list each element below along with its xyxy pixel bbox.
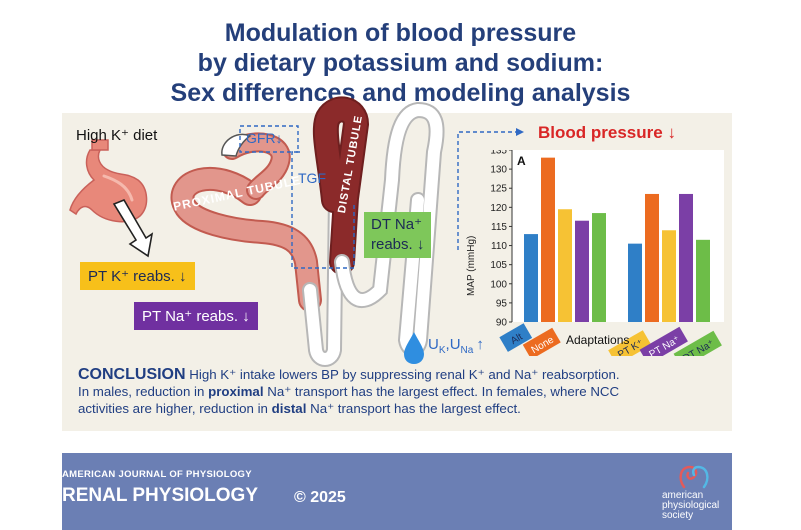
title-line-3: Sex differences and modeling analysis [170,79,631,107]
gfr-box [239,125,299,153]
uk-text: U [428,336,439,353]
bar-female-symbol-4 [696,239,710,322]
loop-of-henle-icon [302,188,344,367]
y-tick-label: 100 [490,279,507,290]
y-tick-label: 135 [490,150,507,157]
una-text: U [449,336,461,353]
series-label-box [608,330,652,356]
stomach-icon [69,139,148,223]
conclusion-line-2a: In males, reduction in [78,384,209,399]
down-arrow-icon: ↓ [416,236,425,253]
journal-footer: AMERICAN JOURNAL OF PHYSIOLOGY RENAL PHY… [62,453,732,530]
y-tick-label: 125 [490,184,507,195]
y-tick-label: 95 [496,298,508,309]
journal-name: RENAL PHYSIOLOGY [62,485,259,506]
proximal-tubule-icon [170,132,322,312]
conclusion-line-2c: Na⁺ transport has the largest effect. In… [263,384,620,399]
down-arrow-icon: ↓ [667,123,676,142]
conclusion-proximal-emphasis: proximal [208,384,264,399]
hollow-arrow-icon [112,199,154,258]
distal-tubule-icon [312,96,370,275]
society-line-2: physiological [662,500,720,511]
y-tick-label: 120 [490,203,507,214]
gfr-label: GFR↓ [246,130,283,146]
chart-panel-label: A [517,154,526,168]
series-label-2: PT K⁺ [608,330,652,356]
pt-na-reabs-box: PT Na⁺ reabs. ↓ [134,302,258,330]
una-subscript: Na [460,345,474,356]
bar-female-symbol-3 [679,193,693,322]
conclusion-line-3c: Na⁺ transport has the largest effect. [306,401,521,416]
up-arrow-icon: ↑ [476,336,484,353]
pt-k-text: PT K⁺ reabs. [88,268,175,285]
series-label-box [499,323,533,352]
y-tick-label: 130 [490,165,507,176]
down-arrow-icon: ↓ [275,130,283,146]
society-logo-icon [679,465,709,489]
blood-pressure-label: Blood pressure ↓ [538,123,676,143]
dt-na-reabs-box: DT Na⁺ reabs. ↓ [364,212,432,258]
uk-subscript: K [438,345,446,356]
y-tick-label: 110 [491,241,507,252]
blood-pressure-text: Blood pressure [538,123,663,142]
society-name: american physiological society [662,491,719,521]
tgf-dashed-path [291,151,355,269]
pt-k-reabs-box: PT K⁺ reabs. ↓ [80,262,195,290]
bar-male-symbol-1 [541,157,555,322]
conclusion-distal-emphasis: distal [271,401,307,416]
water-drop-icon [404,332,424,364]
urine-excretion-label: UK,UNa ↑ [428,336,484,356]
conclusion-heading: CONCLUSION [78,366,186,383]
y-tick-label: 90 [496,318,508,329]
tgf-label: TGF [298,170,326,186]
journal-top-line: AMERICAN JOURNAL OF PHYSIOLOGY [62,469,252,480]
bar-male-symbol-0 [524,234,538,322]
series-label-0: Alt [499,323,533,352]
chart-x-axis-title: Adaptations [566,333,630,347]
chart-y-axis-title: MAP (mmHg) [466,235,477,296]
pt-na-text: PT Na⁺ reabs. [142,308,239,325]
bar-male-symbol-4 [592,213,606,322]
dt-na-line-2: reabs. ↓ [371,235,424,255]
bar-male-symbol-2 [558,209,572,322]
conclusion-text: CONCLUSION High K⁺ intake lowers BP by s… [78,366,718,417]
down-arrow-icon: ↓ [179,268,187,285]
series-label-box [522,327,561,356]
y-tick-label: 105 [490,260,507,271]
society-line-3: society [662,510,694,521]
series-label-box [639,326,688,356]
bar-female-symbol-0 [628,243,642,322]
title-line-2: by dietary potassium and sodium: [197,49,604,77]
bar-female-symbol-1 [645,193,659,322]
down-arrow-icon: ↓ [242,308,250,325]
series-label-box [673,330,722,356]
high-k-diet-label: High K⁺ diet [76,127,158,144]
gfr-text: GFR [246,130,276,146]
figure-title: Modulation of blood pressure by dietary … [0,18,801,108]
title-line-1: Modulation of blood pressure [224,19,577,47]
bp-arrow-head-icon [516,128,524,136]
copyright-year: © 2025 [294,489,346,506]
conclusion-line-3a: activities are higher, reduction in [78,401,272,416]
dt-na-line-2-text: reabs. [371,236,413,253]
series-label-text: Alt [509,332,525,347]
bar-female-symbol-2 [662,230,676,322]
conclusion-line-3: activities are higher, reduction in dist… [78,400,718,417]
dt-na-line-1: DT Na⁺ [371,216,422,233]
y-tick-label: 115 [491,222,507,233]
bp-dashed-arrow [457,131,516,250]
conclusion-line-1: CONCLUSION High K⁺ intake lowers BP by s… [78,366,718,383]
society-line-1: american [662,490,704,501]
conclusion-line-1-text: High K⁺ intake lowers BP by suppressing … [189,367,620,382]
conclusion-line-2: In males, reduction in proximal Na⁺ tran… [78,383,718,400]
bar-male-symbol-3 [575,220,589,322]
